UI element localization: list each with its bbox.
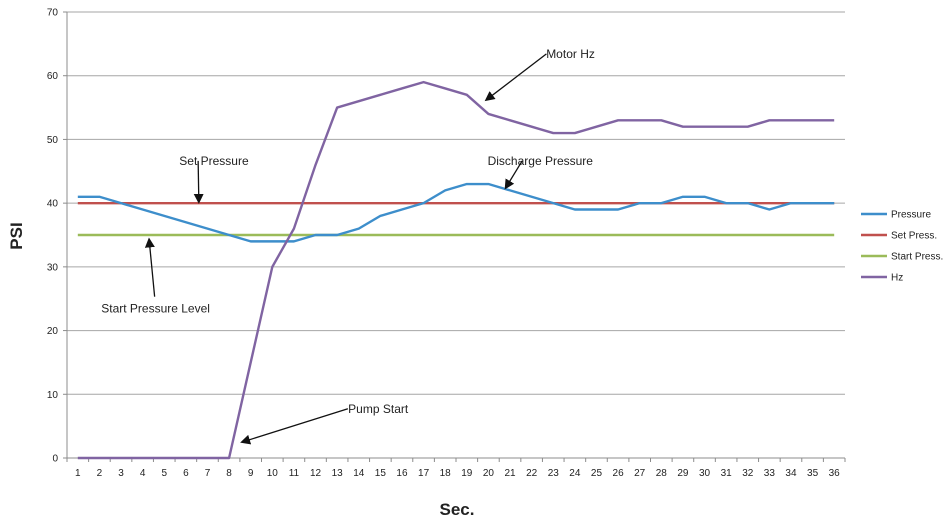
x-tick-label-15: 15 xyxy=(375,468,387,479)
x-tick-label-28: 28 xyxy=(656,468,668,479)
x-tick-label-3: 3 xyxy=(118,468,124,479)
y-tick-label-70: 70 xyxy=(47,8,59,19)
legend-label: Set Press. xyxy=(891,231,937,242)
x-tick-label-7: 7 xyxy=(205,468,211,479)
x-axis-title: Sec. xyxy=(440,500,475,519)
series-line-hz xyxy=(77,80,835,460)
x-tick-label-36: 36 xyxy=(829,468,841,479)
series-lines xyxy=(77,80,835,460)
x-tick-label-23: 23 xyxy=(548,468,560,479)
x-tick-label-8: 8 xyxy=(226,468,232,479)
annotation-label: Pump Start xyxy=(348,402,409,416)
annotation-label: Start Pressure Level xyxy=(101,302,210,316)
x-tick-label-6: 6 xyxy=(183,468,189,479)
x-tick-label-1: 1 xyxy=(75,468,81,479)
x-tick-label-9: 9 xyxy=(248,468,254,479)
x-tick-label-25: 25 xyxy=(591,468,603,479)
legend: Pressure Set Press. Start Press. Hz xyxy=(861,210,943,284)
x-tick-label-34: 34 xyxy=(785,468,797,479)
x-tick-label-20: 20 xyxy=(483,468,495,479)
x-tick-label-21: 21 xyxy=(504,468,516,479)
annotation-label: Discharge Pressure xyxy=(488,154,594,168)
x-tick-labels: 1 2 3 4 5 6 7 8 9 10 11 12 13 14 15 16 17 18 19 20 21 22 23 24 2… xyxy=(75,468,840,479)
y-tick-labels: 0 10 20 30 40 50 60 70 xyxy=(47,8,59,465)
x-tick-label-4: 4 xyxy=(140,468,146,479)
annotation-arrow xyxy=(144,237,156,297)
x-tick-label-17: 17 xyxy=(418,468,430,479)
annotation-label: Set Pressure xyxy=(179,154,249,168)
x-tick-label-16: 16 xyxy=(396,468,408,479)
annotation-arrow xyxy=(240,408,349,445)
gridlines xyxy=(63,11,846,462)
y-tick-label-60: 60 xyxy=(47,71,59,82)
y-tick-label-0: 0 xyxy=(52,454,58,465)
annotation-arrow xyxy=(504,160,523,190)
x-tick-label-11: 11 xyxy=(289,468,300,479)
x-tick-label-14: 14 xyxy=(353,468,365,479)
y-tick-label-50: 50 xyxy=(47,135,59,146)
x-tick-label-12: 12 xyxy=(310,468,322,479)
y-tick-label-30: 30 xyxy=(47,262,59,273)
x-tick-label-19: 19 xyxy=(461,468,473,479)
y-tick-label-20: 20 xyxy=(47,326,59,337)
x-tick-label-31: 31 xyxy=(721,468,733,479)
series-line-pressure xyxy=(77,182,835,243)
x-tick-label-30: 30 xyxy=(699,468,711,479)
x-tick-label-26: 26 xyxy=(613,468,625,479)
x-tick-label-22: 22 xyxy=(526,468,538,479)
legend-label: Hz xyxy=(891,273,903,284)
annotations: Motor Hz Set Pressure Discharge Pressure St… xyxy=(101,47,595,445)
x-tick-label-2: 2 xyxy=(97,468,103,479)
y-tick-label-40: 40 xyxy=(47,199,59,210)
x-tick-label-27: 27 xyxy=(634,468,646,479)
legend-label: Pressure xyxy=(891,210,931,221)
x-tick-label-32: 32 xyxy=(742,468,754,479)
annotation-arrow xyxy=(193,160,204,204)
x-tick-label-29: 29 xyxy=(677,468,689,479)
x-tick-label-10: 10 xyxy=(267,468,279,479)
x-tick-label-33: 33 xyxy=(764,468,776,479)
y-tick-label-10: 10 xyxy=(47,390,59,401)
x-tick-label-35: 35 xyxy=(807,468,819,479)
annotation-label: Motor Hz xyxy=(546,47,595,61)
annotation-arrow xyxy=(484,53,547,102)
y-axis-title: PSI xyxy=(7,222,26,249)
x-tick-label-18: 18 xyxy=(440,468,452,479)
legend-label: Start Press. xyxy=(891,252,943,263)
x-tick-label-5: 5 xyxy=(161,468,167,479)
x-tick-label-13: 13 xyxy=(332,468,344,479)
x-tick-label-24: 24 xyxy=(569,468,581,479)
